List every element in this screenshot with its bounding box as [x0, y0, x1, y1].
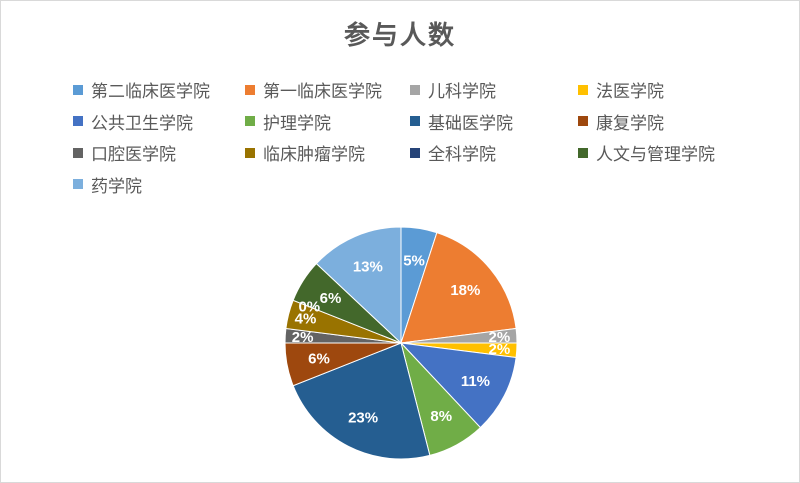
legend-label: 儿科学院: [428, 82, 496, 102]
data-label: 4%: [295, 310, 317, 327]
pie-slice: [400, 232, 517, 344]
legend-swatch: [245, 147, 255, 158]
legend-label: 口腔医学院: [91, 145, 176, 165]
legend-item: 基础医学院: [410, 109, 513, 134]
pie-slice: [315, 226, 402, 345]
data-label: 2%: [489, 329, 511, 346]
legend-item: 临床肿瘤学院: [245, 140, 365, 165]
legend-item: 第一临床医学院: [245, 77, 382, 102]
legend-item: 护理学院: [245, 109, 331, 134]
legend-swatch: [73, 147, 83, 158]
legend-label: 康复学院: [596, 113, 664, 134]
legend-item: 康复学院: [578, 109, 664, 134]
legend-swatch: [73, 84, 83, 95]
legend-item: 儿科学院: [410, 77, 496, 102]
legend-label: 人文与管理学院: [596, 145, 715, 165]
legend-item: 口腔医学院: [73, 140, 176, 165]
legend-swatch: [410, 147, 420, 158]
data-label: 18%: [450, 282, 480, 299]
legend-swatch: [245, 84, 255, 95]
data-label: 23%: [348, 409, 378, 426]
legend-swatch: [578, 116, 588, 126]
data-label: 6%: [320, 290, 342, 307]
legend-label: 公共卫生学院: [91, 113, 193, 134]
data-label: 2%: [489, 341, 511, 358]
legend-label: 法医学院: [596, 82, 664, 102]
data-label: 5%: [403, 253, 425, 270]
legend-swatch: [410, 116, 420, 126]
legend-item: 公共卫生学院: [73, 109, 193, 134]
data-label: 6%: [308, 351, 330, 368]
pie-slice: [399, 342, 517, 429]
legend-label: 基础医学院: [428, 113, 513, 134]
legend-item: 药学院: [73, 172, 142, 197]
data-label: 8%: [430, 408, 452, 425]
legend-label: 全科学院: [428, 145, 496, 165]
legend-swatch: [245, 116, 255, 126]
legend-swatch: [578, 147, 588, 158]
data-label: 2%: [292, 329, 314, 346]
legend-item: 全科学院: [410, 140, 496, 165]
legend-swatch: [73, 116, 83, 126]
pie-slice: [292, 342, 431, 460]
chart-title: 参与人数: [343, 21, 456, 51]
legend-label: 第二临床医学院: [91, 82, 210, 102]
data-label: 0%: [298, 299, 320, 316]
legend-label: 药学院: [91, 176, 142, 197]
legend-item: 人文与管理学院: [578, 140, 715, 165]
legend-label: 第一临床医学院: [263, 82, 382, 102]
legend-swatch: [410, 84, 420, 95]
legend-swatch: [578, 84, 588, 95]
legend-label: 护理学院: [263, 113, 331, 134]
legend-swatch: [73, 179, 83, 189]
data-label: 11%: [461, 373, 490, 390]
legend-item: 第二临床医学院: [73, 77, 210, 102]
legend-label: 临床肿瘤学院: [263, 145, 365, 165]
legend-item: 法医学院: [578, 77, 664, 102]
data-label: 13%: [353, 258, 383, 275]
